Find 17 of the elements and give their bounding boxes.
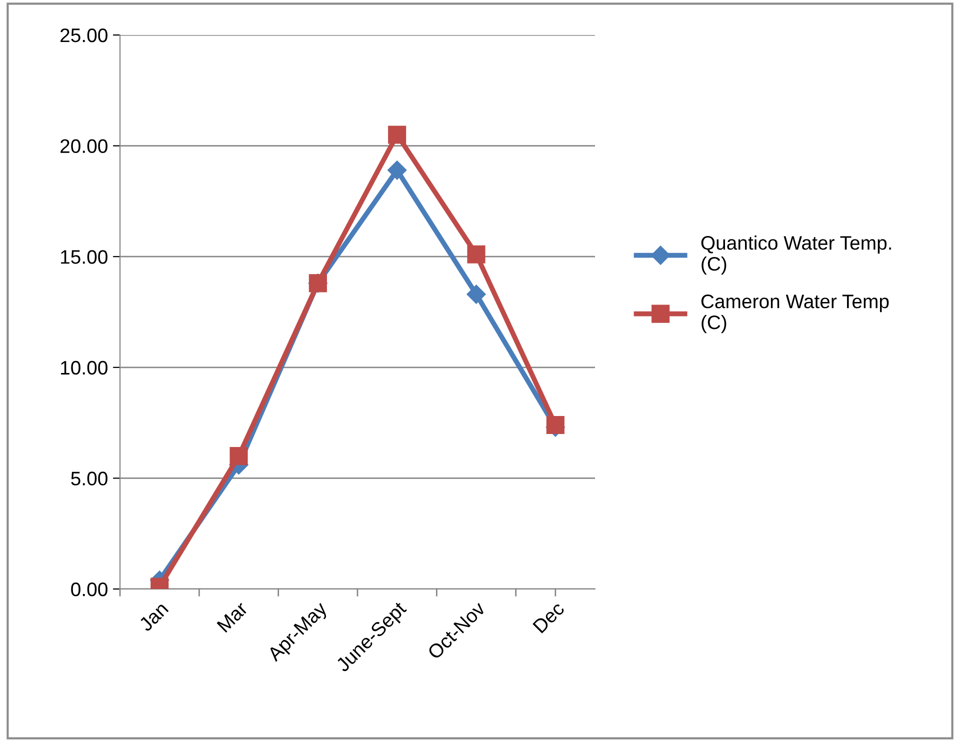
y-tick-label: 5.00 <box>71 472 108 486</box>
x-tick-label: Mar <box>216 600 249 633</box>
y-tick-label: 15.00 <box>61 250 108 264</box>
x-tick-label: Jan <box>138 602 169 632</box>
point <box>388 126 406 144</box>
point <box>230 447 248 466</box>
y-tick-label: 0.00 <box>71 582 108 596</box>
y-tick-label: 10.00 <box>61 360 108 375</box>
legend-label: Quantico Water Temp. (C) <box>701 236 892 275</box>
point <box>466 284 486 304</box>
point <box>388 160 407 180</box>
point <box>467 245 486 264</box>
x-tick-label: Dec <box>532 600 566 634</box>
legend-label: Cameron Water Temp (C) <box>701 294 889 334</box>
y-tick-label: 20.00 <box>60 139 108 154</box>
point <box>546 416 564 434</box>
y-tick-label: 25.00 <box>60 28 108 42</box>
